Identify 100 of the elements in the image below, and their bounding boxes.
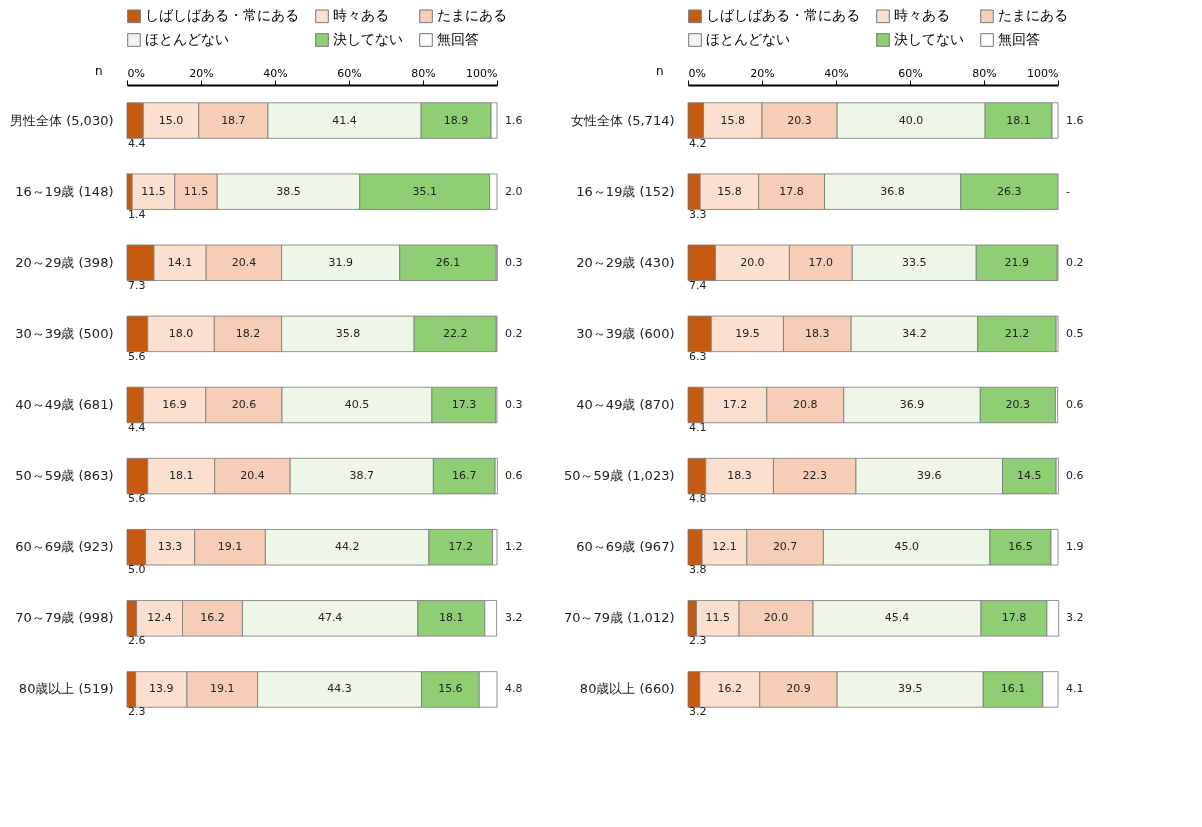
legend-label: 決してない [894,31,964,47]
data-label: 0.6 [505,469,523,483]
data-label: 20.8 [793,398,818,411]
data-label: 5.0 [128,563,146,577]
data-label: 0.6 [1066,469,1084,483]
data-label: 0.3 [505,255,523,269]
data-label: 17.8 [779,184,804,198]
data-label: 2.3 [689,634,707,648]
data-label: 1.9 [1066,540,1084,554]
data-label: 12.4 [147,611,172,625]
y-tick-label: 60～69歳 (923) [15,539,114,555]
data-label: 20.0 [763,611,789,625]
data-label: 3.3 [689,207,707,221]
legend-label: たまにある [437,7,507,24]
data-label: 16.5 [1008,540,1033,554]
y-tick-label: 20～29歳 (398) [15,254,114,270]
data-label: 19.1 [210,682,235,696]
data-label: 18.3 [727,469,752,483]
data-label: 47.4 [317,611,343,625]
legend-label: 無回答 [437,31,479,47]
x-tick-label: 0% [688,66,706,80]
data-label: 18.3 [805,326,830,340]
data-label: 26.1 [435,255,461,269]
data-label: 11.5 [183,184,209,198]
data-label: 15.8 [720,113,746,127]
legend-label: 無回答 [998,31,1040,47]
data-label: 45.4 [884,611,910,625]
data-label: 40.0 [898,113,924,127]
data-label: 18.7 [221,113,246,127]
data-label: 38.7 [349,469,375,483]
data-label: 3.2 [505,611,523,625]
data-label: 3.8 [689,563,707,577]
legend-label: ほとんどない [145,31,229,47]
y-tick-label: 16～19歳 (148) [15,183,114,199]
x-tick-label: 20% [189,66,214,80]
x-tick-label: 20% [750,66,775,80]
y-tick-label: 60～69歳 (967) [576,539,675,555]
data-label: 20.6 [231,398,257,411]
data-label: 3.2 [1066,611,1084,625]
data-label: 19.1 [217,540,243,554]
data-label: 31.9 [328,255,353,269]
data-label: 1.6 [1066,113,1084,127]
y-tick-label: 男性全体 (5,030) [10,112,114,128]
data-label: 18.1 [168,469,194,483]
data-label: 18.9 [443,113,469,127]
data-label: 11.5 [141,184,166,198]
data-label: 20.0 [740,255,765,269]
legend-label: 時々ある [894,7,950,24]
data-label: 0.3 [505,398,523,411]
y-tick-label: 40～49歳 (870) [576,397,675,412]
data-label: 33.5 [902,255,927,269]
data-label: 0.5 [1066,326,1084,340]
data-label: 20.3 [1005,398,1031,411]
data-label: 5.6 [128,492,146,506]
data-label: 16.7 [452,469,477,483]
data-label: 20.4 [231,255,257,269]
y-tick-label: 50～59歳 (863) [15,468,114,484]
y-tick-label: 30～39歳 (600) [576,325,675,341]
data-label: 17.3 [451,398,477,411]
data-label: 4.8 [505,682,523,696]
data-label: 2.0 [505,184,523,198]
x-tick-label: 60% [898,66,923,80]
data-label: 22.2 [442,326,468,340]
data-label: 12.1 [712,540,737,554]
data-label: 2.3 [128,705,146,719]
data-label: 35.1 [412,184,437,198]
data-label: 26.3 [997,184,1022,198]
data-label: 44.3 [327,682,352,696]
y-tick-label: 80歳以上 (660) [579,681,675,697]
data-label: - [1066,184,1070,198]
y-tick-label: 80歳以上 (519) [18,681,114,697]
data-label: 15.8 [717,184,742,198]
y-tick-label: 40～49歳 (681) [15,397,114,412]
data-label: 4.4 [128,136,146,150]
data-label: 19.5 [735,326,760,340]
x-tick-label: 100% [1027,66,1059,80]
data-label: 34.2 [902,326,927,340]
legend-label: 決してない [333,31,403,47]
data-label: 18.2 [235,326,261,340]
data-label: 4.1 [689,421,707,434]
data-label: 0.6 [1066,398,1084,411]
data-label: 39.6 [916,469,942,483]
data-label: 18.0 [168,326,194,340]
data-label: 20.3 [787,113,812,127]
data-label: 16.1 [1000,682,1026,696]
legend-label: ほとんどない [706,31,790,47]
data-label: 7.4 [689,278,707,292]
data-label: 14.1 [167,255,193,269]
data-label: 20.7 [772,540,798,554]
data-label: 2.6 [128,634,146,648]
data-label: 1.4 [128,207,146,221]
data-label: 3.2 [689,705,707,719]
data-label: 16.2 [200,611,225,625]
data-label: 13.9 [148,682,174,696]
legend-label: たまにある [998,7,1068,24]
data-label: 4.4 [128,421,146,434]
x-tick-label: 60% [337,66,362,80]
data-label: 20.4 [240,469,265,483]
legend-label: しばしばある・常にある [145,7,299,24]
data-label: 22.3 [802,469,827,483]
